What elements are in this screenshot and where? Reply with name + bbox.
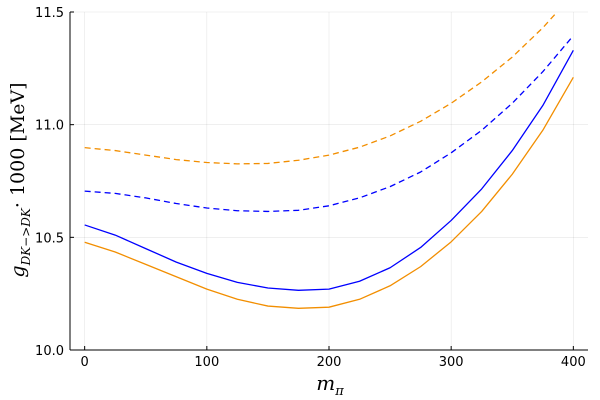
y-axis-ticks: 10.0 10.5 11.0 11.5 — [35, 6, 74, 359]
series-layer — [84, 12, 574, 309]
x-axis-title: mπ — [316, 371, 344, 399]
x-axis-ticks: 0 100 200 300 400 — [81, 346, 586, 370]
y-tick-label-11.0: 11.0 — [35, 119, 64, 134]
x-axis-title-subscript: π — [334, 384, 344, 399]
x-axis-title-main: m — [316, 371, 335, 395]
x-tick-label-300: 300 — [439, 355, 464, 370]
y-axis-title-tail: · 1000 [MeV] — [7, 82, 29, 208]
y-axis-title-subscript: DK−>DK — [19, 207, 33, 266]
y-tick-label-11.5: 11.5 — [35, 6, 64, 21]
x-tick-label-0: 0 — [81, 355, 89, 370]
x-tick-label-100: 100 — [194, 355, 219, 370]
series-line-1 — [84, 49, 574, 291]
series-line-2 — [84, 77, 574, 309]
y-axis-title: gDK−>DK· 1000 [MeV] — [7, 82, 33, 277]
x-tick-label-200: 200 — [317, 355, 342, 370]
grid — [70, 11, 588, 351]
y-tick-label-10.5: 10.5 — [35, 231, 64, 246]
series-line-3 — [84, 35, 574, 213]
series-line-4 — [84, 12, 558, 165]
y-tick-label-10.0: 10.0 — [35, 344, 64, 359]
y-axis-title-main: g — [7, 265, 29, 277]
x-tick-label-400: 400 — [561, 355, 586, 370]
